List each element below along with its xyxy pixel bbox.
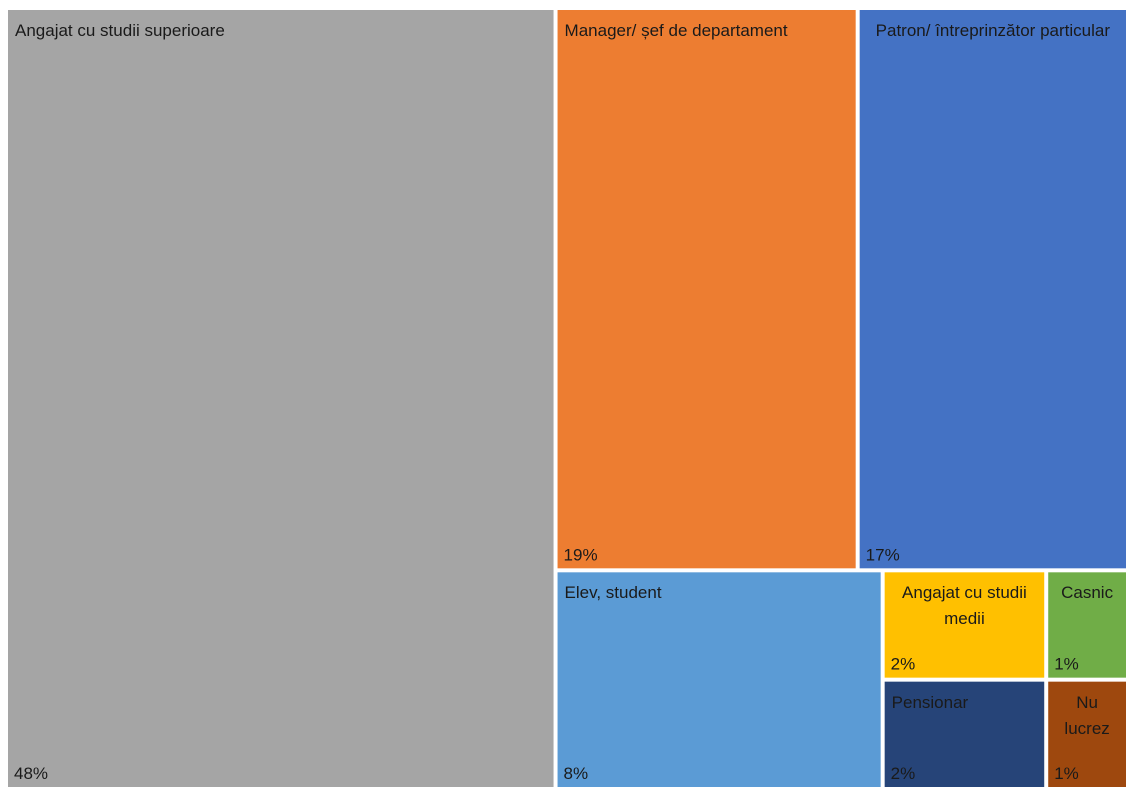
- value-label: 48%: [14, 764, 48, 783]
- tile-label: Angajat cu studii medii: [902, 583, 1027, 629]
- tile-label: Patron/ întreprinzător particular: [875, 21, 1110, 40]
- tile-label-box: Angajat cu studii medii: [902, 583, 1027, 629]
- tile: [884, 681, 1045, 787]
- tile: [1048, 681, 1126, 787]
- tile-label-box: Patron/ întreprinzător particular: [875, 21, 1110, 40]
- tile-label: Casnic: [1061, 583, 1114, 603]
- tile-label: Manager/ șef de departament: [564, 21, 788, 40]
- value-label: 19%: [564, 545, 598, 564]
- tile: [557, 10, 856, 569]
- value-label: 17%: [866, 545, 900, 564]
- tile-label-box: Manager/ șef de departament: [564, 21, 788, 40]
- value-label: 1%: [1054, 655, 1079, 674]
- tile: [884, 572, 1045, 678]
- value-label: 8%: [564, 764, 589, 783]
- tile: [557, 572, 881, 787]
- tile-label-box: Angajat cu studii superioare: [15, 21, 225, 40]
- value-label: 2%: [891, 764, 916, 783]
- tile: [8, 10, 554, 787]
- tile-label: Pensionar: [891, 692, 969, 712]
- tile-label: Angajat cu studii superioare: [15, 21, 225, 40]
- tile: [1048, 572, 1126, 678]
- tile: [859, 10, 1126, 569]
- value-label: 1%: [1054, 764, 1079, 783]
- tile-label-box: Pensionar: [891, 692, 969, 712]
- tile-label-box: Casnic: [1061, 583, 1114, 603]
- tile-label: Nu lucrez: [1064, 692, 1110, 738]
- tile-label: Elev, student: [564, 583, 662, 603]
- value-label: 2%: [891, 655, 916, 674]
- tile-label-box: Elev, student: [564, 583, 662, 603]
- tile-label-box: Nu lucrez: [1064, 692, 1110, 738]
